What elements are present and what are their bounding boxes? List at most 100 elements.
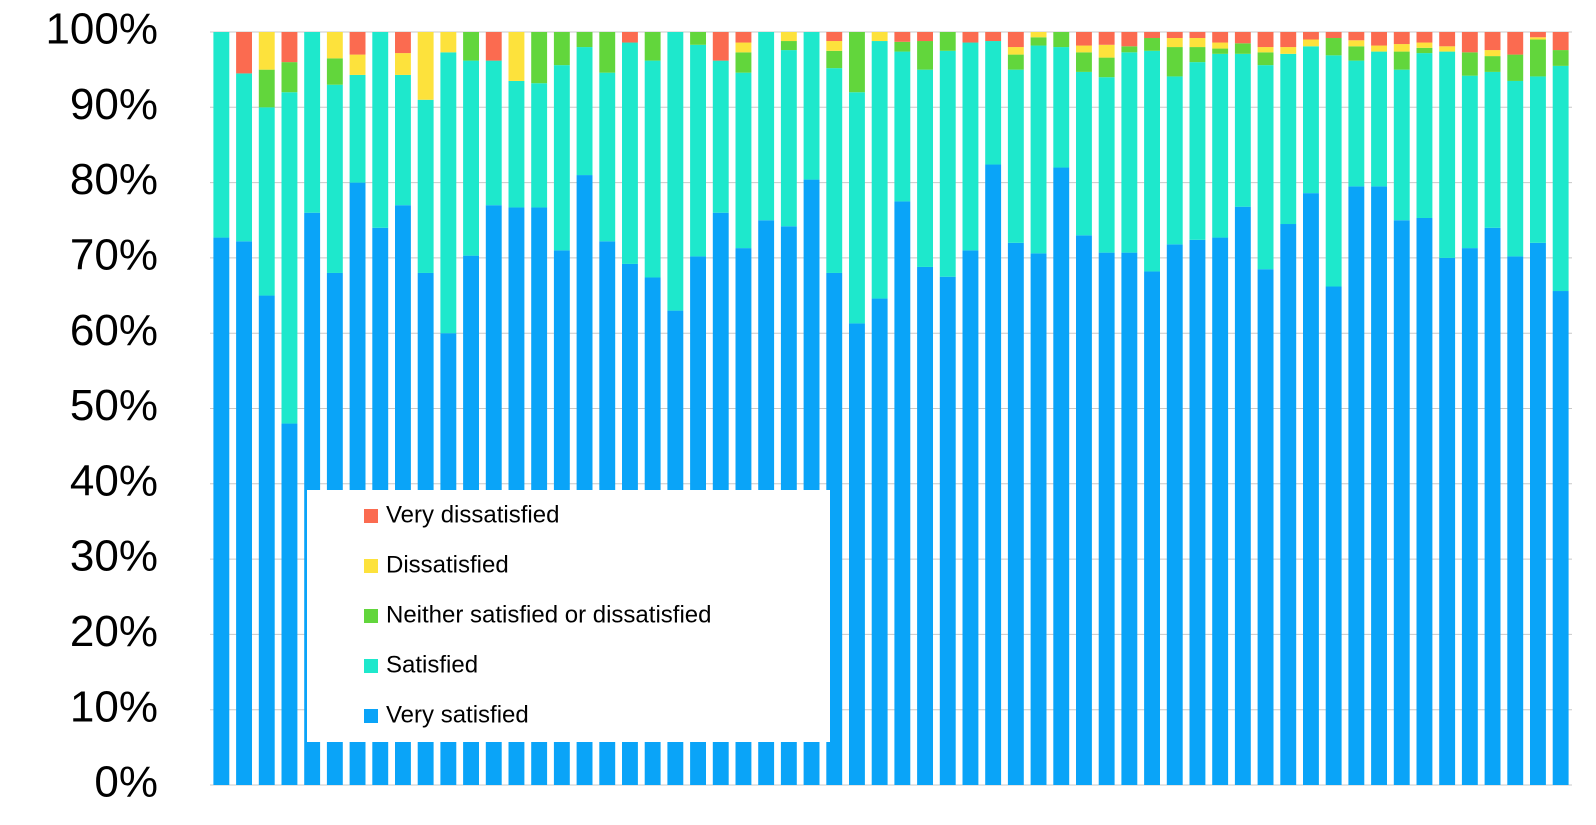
bar-segment bbox=[712, 60, 729, 213]
bar-segment bbox=[1530, 242, 1546, 786]
bar-segment bbox=[1189, 239, 1206, 785]
bar-segment bbox=[1348, 186, 1365, 786]
bar-segment bbox=[1303, 193, 1319, 786]
y-tick-label: 90% bbox=[70, 80, 158, 129]
bar-segment bbox=[508, 32, 525, 81]
y-tick-label: 0% bbox=[94, 758, 158, 807]
bar-segment bbox=[1144, 38, 1160, 51]
bar-segment bbox=[349, 32, 366, 55]
bar-segment bbox=[553, 65, 570, 251]
bar-segment bbox=[463, 60, 479, 256]
bar-segment bbox=[1348, 40, 1365, 47]
bar-segment bbox=[917, 266, 933, 785]
bar-segment bbox=[1257, 52, 1274, 66]
bar-segment bbox=[1484, 32, 1501, 51]
bar-segment bbox=[1212, 42, 1229, 49]
bar-segment bbox=[1166, 38, 1183, 48]
bar-segment bbox=[1325, 286, 1342, 785]
bar-segment bbox=[1416, 53, 1433, 218]
bar-segment bbox=[258, 69, 275, 108]
y-tick-label: 50% bbox=[70, 381, 158, 430]
bar-segment bbox=[849, 92, 865, 324]
bar-segment bbox=[281, 92, 298, 424]
bar-segment bbox=[1416, 32, 1433, 43]
bar-segment bbox=[1280, 47, 1297, 54]
legend-label: Very dissatisfied bbox=[386, 501, 559, 528]
bar-segment bbox=[417, 99, 434, 273]
bar-segment bbox=[939, 276, 956, 785]
bar-segment bbox=[1007, 47, 1024, 55]
bar-segment bbox=[1530, 37, 1546, 40]
bar-segment bbox=[281, 32, 298, 63]
bar-segment bbox=[213, 237, 230, 786]
bar-segment bbox=[1098, 57, 1115, 78]
bar-segment bbox=[962, 42, 979, 251]
bar-segment bbox=[1484, 56, 1501, 72]
bar-segment bbox=[281, 62, 298, 93]
bar-segment bbox=[735, 42, 752, 53]
bar-segment bbox=[1393, 220, 1410, 785]
bar-segment bbox=[826, 68, 843, 273]
bar-segment bbox=[1484, 227, 1501, 785]
bar-segment bbox=[1416, 47, 1433, 54]
bar-segment bbox=[1212, 48, 1229, 54]
bar-segment bbox=[1144, 32, 1160, 39]
bar-segment bbox=[326, 32, 343, 59]
bar-segment bbox=[1303, 46, 1319, 194]
bar-segment bbox=[1166, 32, 1183, 39]
bar-segment bbox=[1416, 42, 1433, 48]
bar-segment bbox=[599, 32, 616, 73]
bar-segment bbox=[1552, 32, 1569, 51]
bar-segment bbox=[258, 295, 275, 785]
bar-segment bbox=[1121, 32, 1138, 47]
bar-segment bbox=[1257, 47, 1274, 53]
bar-segment bbox=[1076, 71, 1092, 236]
bar-segment bbox=[1325, 55, 1342, 287]
bar-segment bbox=[644, 32, 661, 61]
legend-label: Dissatisfied bbox=[386, 551, 509, 578]
bar-segment bbox=[826, 41, 843, 51]
bar-segment bbox=[1371, 45, 1387, 52]
bar-segment bbox=[1484, 50, 1501, 57]
bar-segment bbox=[236, 241, 252, 786]
bar-segment bbox=[236, 32, 252, 74]
legend-label: Very satisfied bbox=[386, 701, 529, 728]
bar-segment bbox=[1507, 54, 1524, 81]
bar-segment bbox=[281, 423, 298, 785]
bar-segment bbox=[894, 51, 911, 202]
bar-segment bbox=[849, 323, 865, 785]
y-tick-label: 20% bbox=[70, 607, 158, 656]
bar-segment bbox=[1076, 45, 1092, 53]
bar-segment bbox=[735, 52, 752, 73]
bar-segment bbox=[939, 50, 956, 277]
bar-segment bbox=[826, 32, 843, 42]
bar-segment bbox=[780, 41, 797, 51]
bar-segment bbox=[644, 60, 661, 278]
bar-segment bbox=[985, 41, 1002, 165]
bar-segment bbox=[1007, 242, 1024, 786]
bar-segment bbox=[440, 52, 457, 334]
bar-segment bbox=[1030, 253, 1047, 785]
bar-segment bbox=[894, 41, 911, 52]
y-tick-label: 70% bbox=[70, 231, 158, 280]
legend-swatch bbox=[364, 709, 378, 723]
bar-segment bbox=[1189, 38, 1206, 48]
bar-segment bbox=[712, 32, 729, 61]
bar-segment bbox=[1144, 271, 1160, 786]
bar-segment bbox=[1053, 167, 1070, 786]
bar-segment bbox=[849, 32, 865, 93]
bar-segment bbox=[1552, 291, 1569, 785]
bar-segment bbox=[894, 32, 911, 42]
bar-segment bbox=[1189, 32, 1206, 39]
bar-segment bbox=[1371, 32, 1387, 46]
bar-segment bbox=[1007, 69, 1024, 243]
bar-segment bbox=[508, 80, 525, 208]
bar-segment bbox=[236, 73, 252, 242]
bar-segment bbox=[1552, 50, 1569, 66]
bar-segment bbox=[735, 72, 752, 249]
bar-segment bbox=[1212, 53, 1229, 238]
bar-segment bbox=[395, 32, 411, 54]
bar-segment bbox=[463, 32, 479, 61]
bar-segment bbox=[1053, 47, 1070, 168]
